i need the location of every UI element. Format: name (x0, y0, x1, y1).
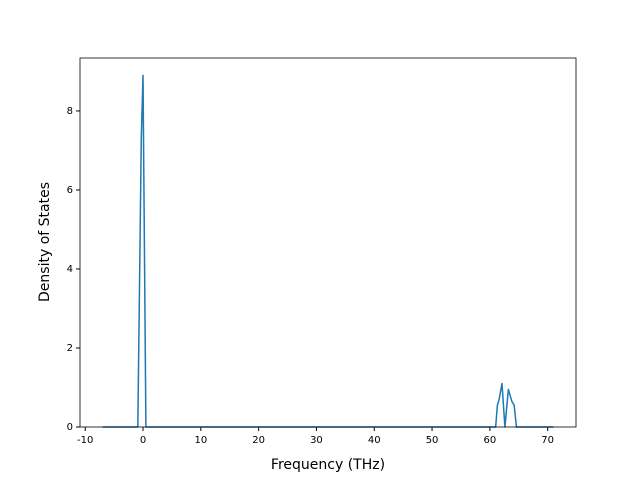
x-tick-label: 50 (426, 435, 439, 446)
x-tick-label: 0 (140, 435, 146, 446)
x-tick-label: 30 (310, 435, 323, 446)
x-tick-label: 20 (252, 435, 265, 446)
y-tick-label: 4 (67, 264, 73, 275)
line (102, 74, 554, 428)
y-tick-label: 6 (67, 185, 73, 196)
x-axis-label: Frequency (THz) (271, 457, 385, 473)
x-tick-label: 40 (368, 435, 381, 446)
x-tick-label: 70 (541, 435, 554, 446)
x-tick-label: 10 (194, 435, 207, 446)
plot-frame (79, 57, 577, 428)
x-tick-label: -10 (77, 435, 93, 446)
y-tick-label: 2 (67, 343, 73, 354)
y-axis-label: Density of States (37, 182, 53, 302)
y-tick-label: 0 (67, 422, 73, 433)
y-tick-label: 8 (67, 106, 73, 117)
x-tick-label: 60 (483, 435, 496, 446)
